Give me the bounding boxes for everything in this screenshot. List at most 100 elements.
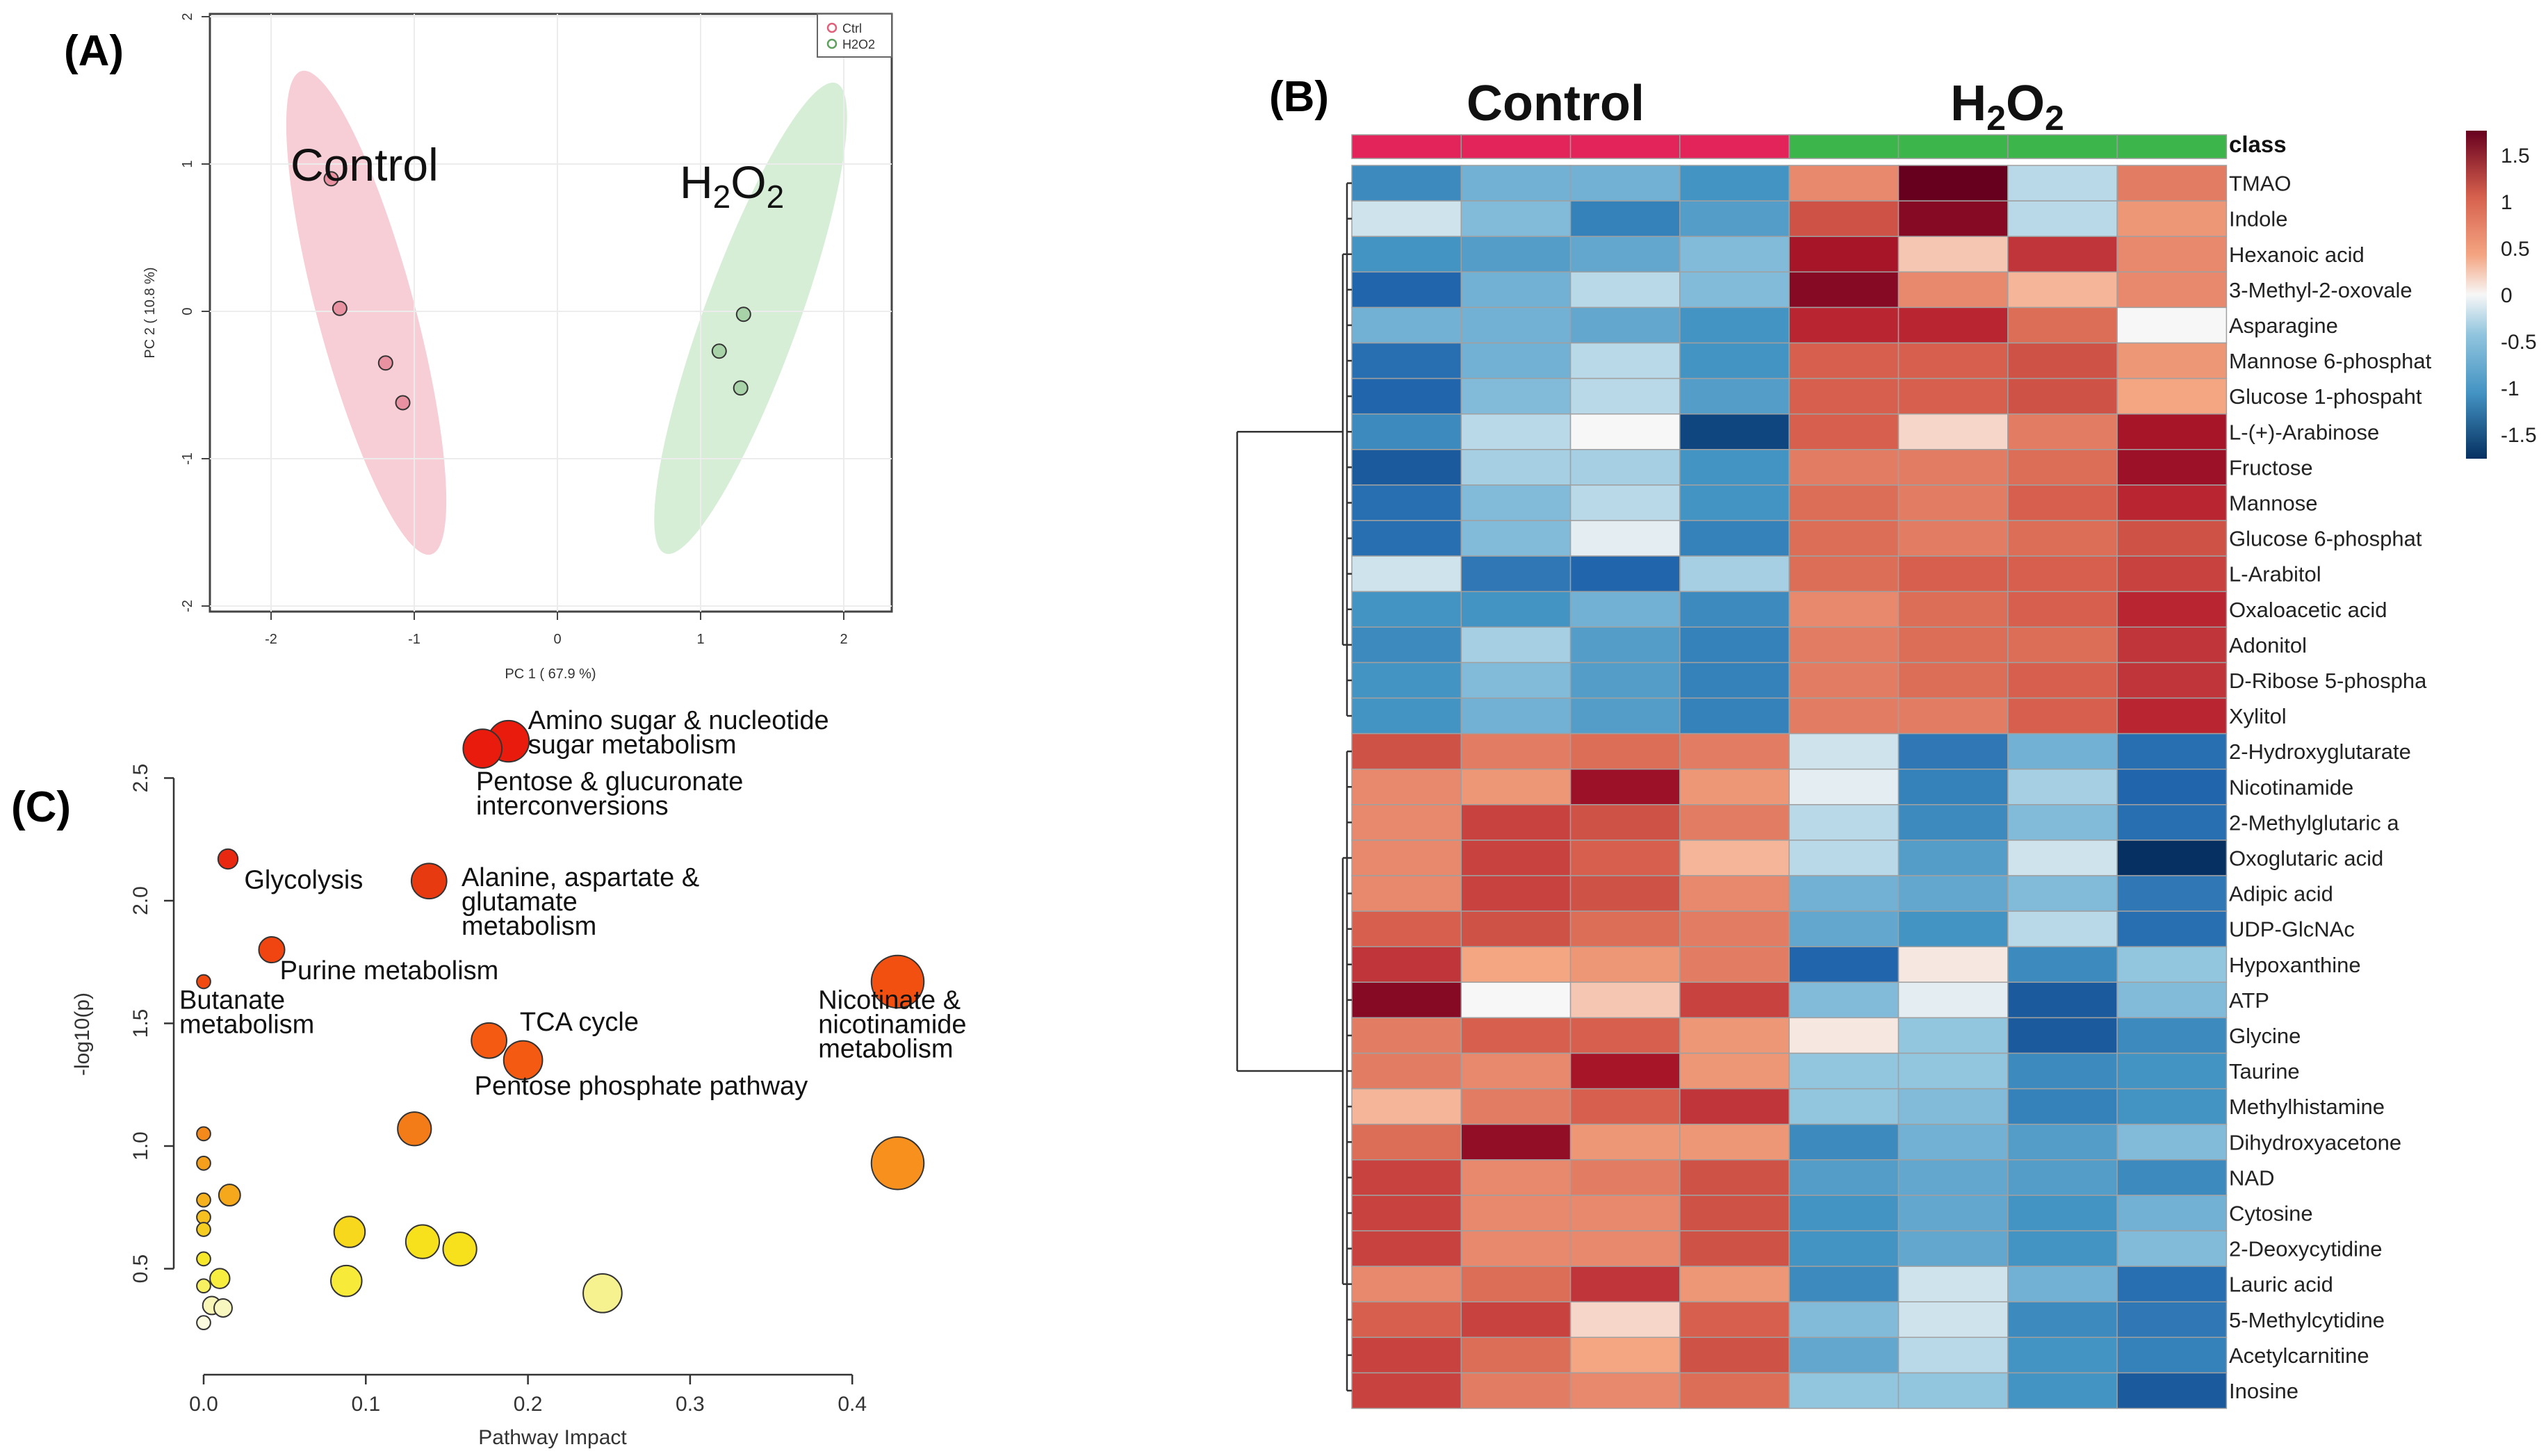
heatmap-cell (2116, 484, 2228, 521)
heatmap-cell (1569, 236, 1681, 273)
heatmap-cell (2116, 1266, 2228, 1302)
heatmap-cell (1351, 591, 1462, 628)
pathway-bubble (503, 1040, 544, 1081)
heatmap-cell (1460, 342, 1571, 379)
heatmap-cell (1897, 1123, 2009, 1161)
heatmap-cell (1897, 1159, 2009, 1196)
h2o2-group-label: H2O2 (680, 156, 784, 215)
heatmap-cell (1788, 1230, 1900, 1267)
heatmap-cell (1460, 520, 1571, 557)
heatmap-cell (1569, 804, 1681, 841)
heatmap-cell (1679, 840, 1790, 876)
heatmap-cell (2007, 1372, 2118, 1409)
ctrl-sample-point (332, 300, 348, 316)
heatmap-cell (2007, 449, 2118, 486)
heatmap-cell (1460, 1230, 1571, 1267)
heatmap-cell (2007, 804, 2118, 841)
heatmap-cell (1460, 449, 1571, 486)
pathway-annotation: Amino sugar & nucleotide sugar metabolism (528, 706, 829, 760)
heatmap-cell (1897, 413, 2009, 450)
heatmap-cell (1460, 484, 1571, 521)
heatmap-cell (1569, 733, 1681, 770)
heatmap-cell (1679, 1088, 1790, 1125)
heatmap-cell (1788, 662, 1900, 699)
pathway-annotation: Pentose & glucuronate interconversions (476, 767, 744, 821)
heatmap-cell (1897, 697, 2009, 735)
panel-a: (A) -2 -1 0 1 2 -2 -1 0 1 2 Control H2O2 PC 1 ( 6… (64, 13, 893, 682)
heatmap-cell (1788, 910, 1900, 947)
heatmap-cell (1679, 1266, 1790, 1302)
heatmap-cell (1351, 413, 1462, 450)
heatmap-cell (1460, 875, 1571, 912)
heatmap-cell (1897, 165, 2009, 202)
heatmap-cell (2007, 981, 2118, 1019)
class-color-cell (1569, 134, 1681, 159)
heatmap-cell (2116, 165, 2228, 202)
legend-h2o2-marker (826, 38, 838, 49)
heatmap-cell (1788, 946, 1900, 983)
heatmap-cell (1897, 271, 2009, 309)
heatmap-cell (1788, 484, 1900, 521)
heatmap-cell (2116, 200, 2228, 237)
heatmap-cell (1788, 555, 1900, 592)
pca-y-tick-label: 0 (180, 307, 195, 315)
heatmap-cell (1460, 768, 1571, 805)
class-color-cell (2007, 134, 2118, 159)
heatmap-cell (1679, 946, 1790, 983)
heatmap-cell (1679, 1159, 1790, 1196)
heatmap-cell (1351, 484, 1462, 521)
heatmap-row-label: L-Arabitol (2229, 562, 2321, 587)
heatmap-cell (1569, 200, 1681, 237)
heatmap-cell (1788, 520, 1900, 557)
heatmap-cell (1788, 306, 1900, 344)
heatmap-cell (1351, 697, 1462, 735)
heatmap-cell (1351, 1195, 1462, 1232)
heatmap-cell (2116, 449, 2228, 486)
pca-x-axis-label: PC 1 ( 67.9 %) (505, 666, 596, 682)
heatmap-cell (1679, 1336, 1790, 1374)
heatmap-cell (2116, 804, 2228, 841)
heatmap-cell (1460, 1017, 1571, 1054)
heatmap-row-label: UDP-GlcNAc (2229, 917, 2355, 942)
heatmap-cell (1351, 1017, 1462, 1054)
impact-y-tick-label: 2.0 (129, 886, 152, 915)
heatmap-cell (2007, 1266, 2118, 1302)
heatmap-cell (1897, 377, 2009, 415)
heatmap-row-label: 3-Methyl-2-oxovale (2229, 278, 2412, 302)
heatmap-cell (2007, 946, 2118, 983)
heatmap-cell (2116, 1301, 2228, 1339)
pathway-bubble (196, 1222, 211, 1237)
pathway-bubble (442, 1232, 477, 1267)
heatmap-cell (2007, 768, 2118, 805)
pathway-bubble (258, 936, 286, 964)
heatmap-cell (1569, 662, 1681, 699)
heatmap-row-label: 2-Hydroxyglutarate (2229, 739, 2411, 764)
heatmap-cell (1569, 1301, 1681, 1339)
heatmap-cell (2116, 1159, 2228, 1196)
pca-legend: Ctrl H2O2 (817, 13, 892, 58)
heatmap-cell (1569, 1336, 1681, 1374)
heatmap-cell (1679, 1123, 1790, 1161)
heatmap-cell (1897, 484, 2009, 521)
heatmap-cell (1897, 555, 2009, 592)
heatmap-cell (1788, 1088, 1900, 1125)
heatmap-cell (1351, 1123, 1462, 1161)
heatmap-cell (1788, 697, 1900, 735)
impact-y-tick-label: 2.5 (129, 764, 152, 793)
heatmap-cell (1460, 910, 1571, 947)
heatmap-cell (1679, 981, 1790, 1019)
ctrl-sample-point (395, 395, 411, 411)
heatmap-cell (1788, 981, 1900, 1019)
pca-axes: -2 -1 0 1 2 -2 -1 0 1 2 (180, 13, 892, 647)
heatmap-cell (1897, 981, 2009, 1019)
heatmap-cell (1351, 1088, 1462, 1125)
heatmap-cell (1351, 236, 1462, 273)
heatmap-cell (1460, 413, 1571, 450)
class-color-cell (1351, 134, 1462, 159)
heatmap-cell (1460, 1123, 1571, 1161)
ctrl-sample-point (323, 171, 339, 187)
heatmap-cell (2116, 413, 2228, 450)
heatmap-cell (1569, 981, 1681, 1019)
h2o2-column-group-label: H2O2 (1950, 76, 2064, 138)
pca-x-tick-label: 2 (840, 632, 847, 647)
